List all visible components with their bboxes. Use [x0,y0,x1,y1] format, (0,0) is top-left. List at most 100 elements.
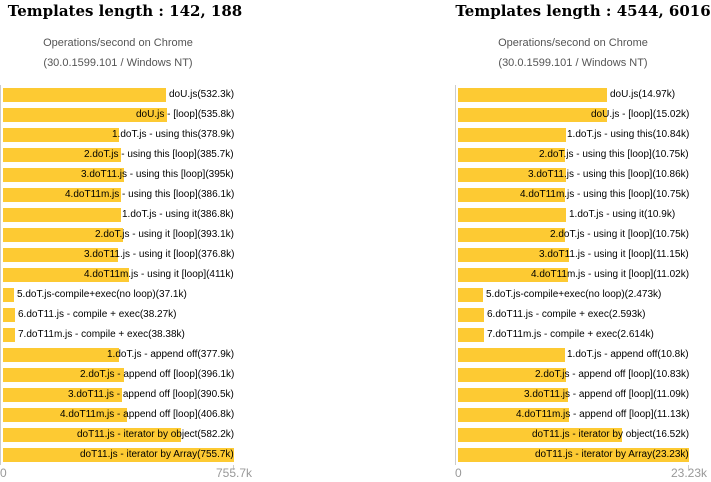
bar-row: 1.doT.js - using it(386.8k) [1,205,234,225]
bar-row: 7.doT11m.js - compile + exec(38.38k) [1,325,234,345]
bar-label: 3.doT11.js - append off [loop](11.09k) [524,389,690,400]
bar-row: 1.doT.js - using this(378.9k) [1,125,234,145]
chart-templates-long: Templates length : 4544, 6016 Operations… [455,0,711,482]
bar [458,188,565,202]
chart-subtitle: Operations/second on Chrome (30.0.1599.1… [455,33,691,73]
bar-label: 2.doT.js - using it [loop](393.1k) [95,229,234,240]
bar [3,448,234,462]
x-axis-max-tick [688,465,689,470]
x-axis-max-label: 23.23k [670,466,708,480]
bar [3,308,15,322]
bar [458,328,484,342]
bar [3,88,166,102]
bar-label: 1.doT.js - append off(377.9k) [107,349,235,360]
bar [458,408,569,422]
bar [458,388,568,402]
bar [3,408,127,422]
bar-label: 2.doT.js - append off [loop](396.1k) [80,369,235,380]
bar [458,308,484,322]
bar-label: 1.doT.js - using it(10.9k) [569,209,676,220]
bar-row: 2.doT.js - using it [loop](393.1k) [1,225,234,245]
plot-area: doU.js(532.3k) doU.js - [loop](535.8k) 1… [0,85,252,480]
bar [3,368,124,382]
bar [458,268,568,282]
bar [3,268,129,282]
bar-row: 3.doT11.js - append off [loop](390.5k) [1,385,234,405]
bar [458,348,565,362]
bar-row: 1.doT.js - using this(10.84k) [456,125,689,145]
bar [458,288,483,302]
x-axis-max-label: 755.7k [215,466,253,480]
bar-label: 4.doT11m.js - append off [loop](406.8k) [60,409,235,420]
bar-label: 3.doT11.js - using this [loop](395k) [81,169,234,180]
bar-row: 3.doT11.js - using this [loop](10.86k) [456,165,689,185]
bar-label: 6.doT11.js - compile + exec(38.27k) [18,309,177,320]
chart-subtitle-line1: Operations/second on Chrome [498,37,648,49]
bar [458,428,622,442]
bar [3,428,181,442]
bar-row: 2.doT.js - using it [loop](10.75k) [456,225,689,245]
bar-label: 1.doT.js - using it(386.8k) [122,209,234,220]
bar-row: 3.doT11.js - using it [loop](376.8k) [1,245,234,265]
bar [458,208,566,222]
bar-label: doU.js - [loop](15.02k) [591,109,690,120]
bar [458,88,607,102]
bar [3,388,122,402]
bar-row: doT11.js - iterator by Array(755.7k) [1,445,234,465]
bar-label: 1.doT.js - append off(10.8k) [567,349,689,360]
bar-row: doT11.js - iterator by object(16.52k) [456,425,689,445]
bar-row: doT11.js - iterator by Array(23.23k) [456,445,689,465]
bar-label: 2.doT.js - using this [loop](10.75k) [539,149,689,160]
bar [458,148,565,162]
bar [458,248,569,262]
bar-label: 1.doT.js - using this(10.84k) [567,129,690,140]
bar [3,328,15,342]
bar-row: doU.js(532.3k) [1,85,234,105]
bar-row: 2.doT.js - append off [loop](396.1k) [1,365,234,385]
bar [3,128,119,142]
bar [3,228,123,242]
bar-label: 1.doT.js - using this(378.9k) [112,129,235,140]
bar-row: 5.doT.js-compile+exec(no loop)(2.473k) [456,285,689,305]
bar [458,128,566,142]
chart-templates-short: Templates length : 142, 188 Operations/s… [0,0,252,482]
bar-label: doT11.js - iterator by Array(755.7k) [80,449,234,460]
bar-row: 4.doT11m.js - using this [loop](386.1k) [1,185,234,205]
bar-label: 2.doT.js - using this [loop](385.7k) [84,149,234,160]
bar-row: doU.js - [loop](535.8k) [1,105,234,125]
bar-label: 4.doT11m.js - using it [loop](11.02k) [531,269,690,280]
bar-row: 4.doT11m.js - append off [loop](11.13k) [456,405,689,425]
bar [3,148,121,162]
bar-label: doU.js - [loop](535.8k) [136,109,235,120]
bar-label: doU.js(532.3k) [169,89,235,100]
bar-row: 2.doT.js - using this [loop](385.7k) [1,145,234,165]
bar-row: 4.doT11m.js - using it [loop](11.02k) [456,265,689,285]
chart-subtitle-line2: (30.0.1599.101 / Windows NT) [498,57,648,69]
chart-subtitle-line1: Operations/second on Chrome [43,37,193,49]
bar [3,248,118,262]
bar-row: doU.js - [loop](15.02k) [456,105,689,125]
bar-row: 3.doT11.js - using this [loop](395k) [1,165,234,185]
bar-row: 7.doT11m.js - compile + exec(2.614k) [456,325,689,345]
bar [458,368,566,382]
bar-label: 4.doT11m.js - using this [loop](386.1k) [65,189,235,200]
bar [3,288,14,302]
bar-row: 2.doT.js - using this [loop](10.75k) [456,145,689,165]
bar-label: doT11.js - iterator by Array(23.23k) [535,449,689,460]
bar-row: 4.doT11m.js - using this [loop](10.75k) [456,185,689,205]
bar-label: 4.doT11m.js - using this [loop](10.75k) [520,189,690,200]
bar [3,168,124,182]
bar-label: doU.js(14.97k) [610,89,676,100]
bar [3,208,121,222]
bar [458,228,565,242]
bar-label: 2.doT.js - using it [loop](10.75k) [550,229,689,240]
bar [458,108,607,122]
bar-row: 6.doT11.js - compile + exec(2.593k) [456,305,689,325]
bar-rows: doU.js(14.97k) doU.js - [loop](15.02k) 1… [456,85,689,465]
plot-area: doU.js(14.97k) doU.js - [loop](15.02k) 1… [455,85,707,480]
bar-row: 1.doT.js - append off(10.8k) [456,345,689,365]
bar-row: 4.doT11m.js - append off [loop](406.8k) [1,405,234,425]
bar-row: 6.doT11.js - compile + exec(38.27k) [1,305,234,325]
bar-label: 6.doT11.js - compile + exec(2.593k) [487,309,646,320]
